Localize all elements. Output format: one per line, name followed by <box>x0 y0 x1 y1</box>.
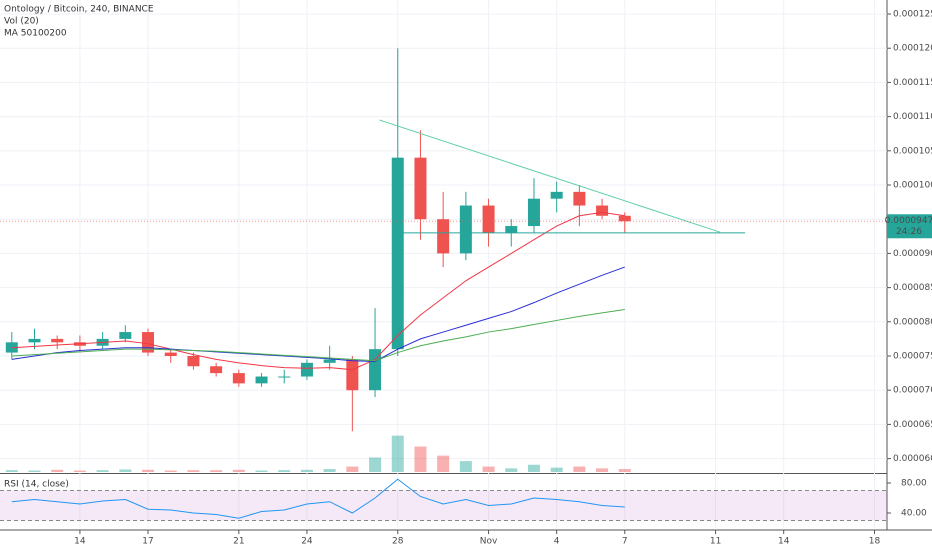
volume-bar <box>437 455 450 472</box>
candle-body <box>278 376 291 378</box>
candle-body <box>482 205 495 233</box>
y-tick-label: 0.00010000 <box>893 181 932 191</box>
candle-body <box>323 359 336 363</box>
y-tick-label: 0.00010500 <box>893 146 932 156</box>
volume-bar <box>505 468 518 472</box>
candle-body <box>164 352 177 357</box>
y-tick-label: 0.00008500 <box>893 283 932 293</box>
y-tick-label: 0.00008000 <box>893 317 932 327</box>
volume-bar <box>414 446 427 472</box>
candle-body <box>28 338 41 343</box>
trend-line <box>379 119 721 233</box>
countdown: 24:26 <box>896 227 922 237</box>
volume-bar <box>596 468 609 472</box>
rsi-line <box>11 478 625 519</box>
y-tick-label: 0.00007000 <box>893 386 932 396</box>
volume-bar <box>96 470 109 472</box>
candle-body <box>391 157 404 350</box>
volume-bar <box>618 469 631 472</box>
candle-body <box>119 332 132 339</box>
y-tick-label: 0.00009000 <box>893 249 932 259</box>
plot <box>0 48 887 519</box>
y-tick-label: 0.00007500 <box>893 352 932 362</box>
volume-bar <box>482 466 495 472</box>
candle-body <box>573 191 586 206</box>
volume-bar <box>164 470 177 472</box>
moving-average <box>11 308 625 362</box>
last-price-tag <box>887 214 932 239</box>
y-tick-label: 80.00 <box>901 478 927 488</box>
indicator-label: Vol (20) <box>4 17 39 27</box>
x-tick-label: 7 <box>622 537 628 547</box>
y-tick-label: 40.00 <box>901 508 927 518</box>
candle-body <box>459 205 472 254</box>
y-tick-label: 0.00012500 <box>893 10 932 20</box>
x-tick-label: 4 <box>554 537 560 547</box>
candle-body <box>414 157 427 220</box>
volume-bar <box>28 470 41 472</box>
candle-body <box>255 376 268 384</box>
candle-body <box>527 198 540 227</box>
y-tick-label: 0.00011000 <box>893 112 932 122</box>
volume-bar <box>278 470 291 472</box>
volume-bar <box>369 457 382 472</box>
volume-bar <box>73 470 86 472</box>
x-tick-label: 18 <box>869 537 881 547</box>
candle-body <box>618 215 631 222</box>
volume-bar <box>323 469 336 472</box>
volume-bar <box>232 469 245 472</box>
y-tick-label: 0.00006000 <box>893 454 932 464</box>
candle-body <box>51 338 64 343</box>
volume-bar <box>527 464 540 472</box>
y-tick-label: 0.00012000 <box>893 44 932 54</box>
x-tick-label: 14 <box>778 537 790 547</box>
x-tick-label: 11 <box>710 537 721 547</box>
x-tick-label: Nov <box>480 537 498 547</box>
candle-body <box>232 373 245 384</box>
candle-body <box>210 366 223 374</box>
volume-bar <box>550 467 563 472</box>
rsi-band <box>0 490 887 521</box>
volume-bar <box>459 461 472 472</box>
volume-bar <box>391 435 404 472</box>
volume-bar <box>300 469 313 472</box>
y-tick-label: 0.00011500 <box>893 78 932 88</box>
volume-bar <box>346 466 359 472</box>
volume-bar <box>573 466 586 472</box>
candle-body <box>346 359 359 391</box>
volume-bar <box>5 470 18 472</box>
volume-bar <box>51 469 64 472</box>
x-tick-label: 24 <box>301 537 313 547</box>
rsi-title: RSI (14, close) <box>4 480 69 490</box>
candle-body <box>300 362 313 377</box>
volume-bar <box>119 469 132 472</box>
moving-average <box>11 211 625 371</box>
candle-body <box>596 205 609 216</box>
candle-body <box>437 219 450 254</box>
volume-bar <box>142 469 155 472</box>
candle-body <box>505 226 518 233</box>
x-tick-label: 21 <box>233 537 244 547</box>
x-tick-label: 28 <box>392 537 404 547</box>
indicator-label: MA 50100200 <box>4 29 67 39</box>
last-price-label: 0.0000947 <box>885 216 932 226</box>
chart-title: Ontology / Bitcoin, 240, BINANCE <box>4 5 154 15</box>
volume-bar <box>255 470 268 472</box>
y-tick-label: 0.00006500 <box>893 420 932 430</box>
x-tick-label: 14 <box>74 537 86 547</box>
candle-body <box>550 191 563 199</box>
candle-body <box>187 356 200 367</box>
volume-bar <box>210 470 223 472</box>
x-tick-label: 17 <box>142 537 153 547</box>
volume-bar <box>187 470 200 472</box>
moving-average <box>11 266 625 362</box>
